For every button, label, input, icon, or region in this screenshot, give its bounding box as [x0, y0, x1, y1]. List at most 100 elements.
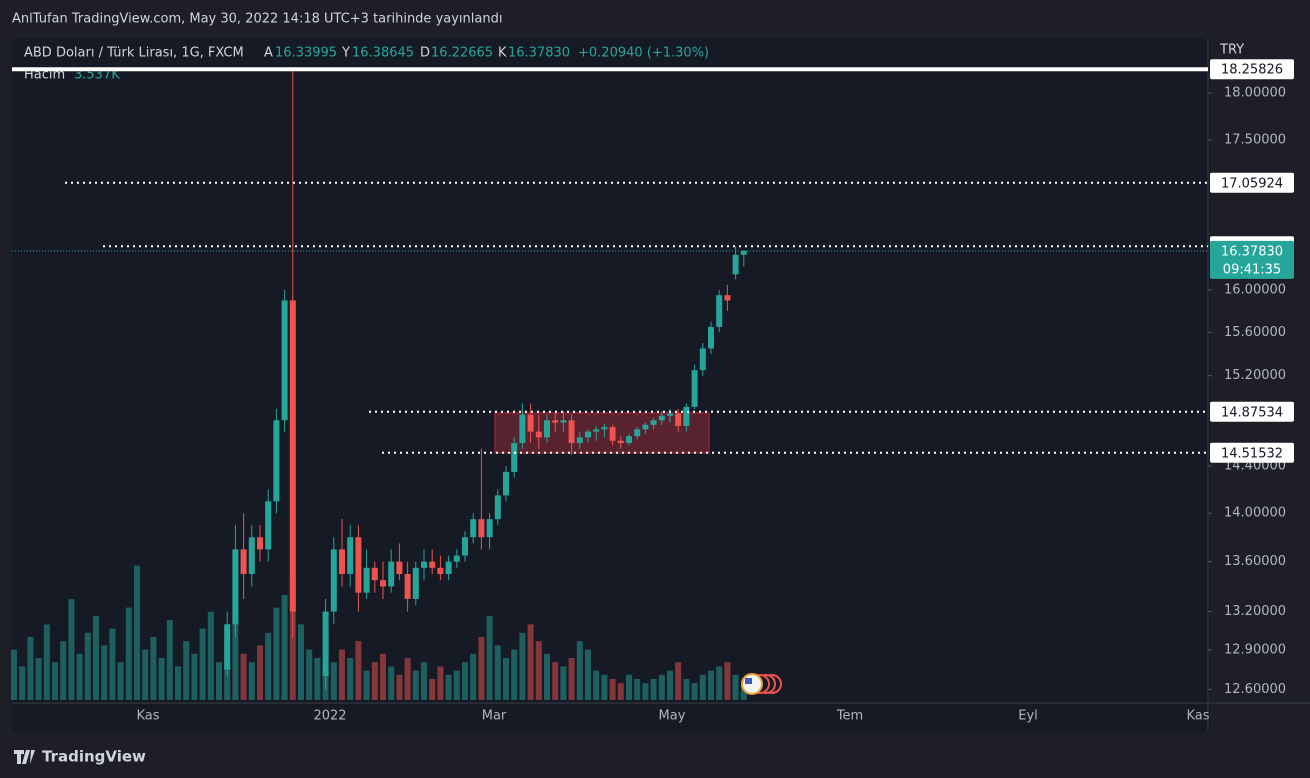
candle-body [330, 549, 337, 612]
volume-bar [273, 607, 280, 700]
volume-bar [101, 645, 108, 700]
candle-body [708, 326, 714, 349]
volume-bar [634, 679, 641, 700]
candle-body [445, 561, 452, 575]
y-tick-label: 13.60000 [1224, 554, 1286, 569]
volume-bar [371, 662, 378, 700]
volume-bar [699, 674, 706, 700]
legend-value: 16.38645 [352, 46, 414, 61]
volume-bar [552, 662, 559, 700]
candle-body [240, 549, 247, 575]
volume-bar [601, 674, 608, 700]
x-tick-label: Kas [1186, 709, 1209, 724]
candle-body [371, 567, 378, 581]
volume-bar [175, 666, 181, 700]
volume-label: Hacim [24, 68, 65, 83]
volume-bar [396, 674, 403, 700]
candle-body [568, 420, 575, 444]
candle-body [281, 300, 288, 421]
candle-body [503, 471, 509, 496]
volume-bar [675, 662, 682, 700]
y-tick-label: 14.00000 [1224, 506, 1286, 521]
volume-bar [412, 670, 419, 700]
volume-bar [642, 683, 649, 700]
legend-label: D [420, 46, 430, 61]
candle-body [355, 537, 362, 593]
volume-bar [109, 628, 116, 700]
level-label-box [1210, 401, 1294, 422]
candle-body [691, 370, 698, 407]
candle-body [650, 420, 657, 425]
volume-bar [248, 662, 255, 700]
x-tick-label: 2022 [313, 709, 346, 724]
last-price-label: 16.37830 [1221, 244, 1283, 259]
flag-part [745, 678, 752, 684]
volume-bar [658, 674, 665, 700]
candle-body [257, 537, 263, 550]
volume-bar [740, 685, 747, 700]
candle-body [486, 519, 493, 538]
volume-bar [732, 674, 739, 700]
candle-body [322, 611, 329, 677]
volume-bar [437, 666, 444, 700]
candle-body [535, 431, 542, 438]
candle-body [667, 413, 673, 416]
candle-body [617, 440, 624, 444]
event-icon [741, 673, 782, 695]
candle-body [232, 549, 239, 625]
footer: TradingView [42, 748, 146, 766]
candle-body [494, 495, 501, 520]
y-tick-label: 16.00000 [1224, 282, 1286, 297]
candle-body [716, 295, 723, 327]
volume-bar [650, 679, 657, 700]
candle-body [585, 431, 591, 438]
volume-bar [68, 599, 75, 700]
level-label-box [1210, 59, 1294, 80]
volume-bar [35, 658, 42, 700]
volume-bar [462, 662, 468, 700]
volume-bar [76, 653, 83, 700]
candle-body [388, 561, 395, 587]
candle-body [380, 580, 386, 587]
level-label: 17.05924 [1221, 176, 1283, 191]
volume-value: 3.537K [74, 68, 120, 83]
volume-bar [535, 641, 542, 700]
header: AnlTufan TradingView.com, May 30, 2022 1… [12, 12, 502, 27]
volume-bar [199, 628, 206, 700]
volume-bar [158, 658, 165, 700]
level-label-box [1210, 172, 1294, 193]
volume-bar [93, 616, 99, 700]
volume-bar [691, 683, 698, 700]
x-tick-label: Tem [836, 709, 863, 724]
legend-label: A [264, 46, 273, 61]
last-price-box [1210, 240, 1294, 279]
volume-bar [593, 670, 600, 700]
candle-body [265, 501, 272, 550]
logo-icon [14, 750, 35, 764]
candle-body [224, 624, 231, 670]
volume-bar [43, 624, 50, 700]
candle-body [462, 537, 468, 556]
candle-body [740, 250, 747, 255]
legend-label: K [498, 46, 507, 61]
volume-bar [257, 645, 263, 700]
candle-body [609, 427, 616, 441]
candle-body [273, 420, 280, 502]
legend-value: 16.22665 [431, 46, 493, 61]
volume-bar [388, 666, 395, 700]
candle-body [347, 537, 354, 575]
volume-bar [347, 658, 354, 700]
volume-bar [527, 624, 534, 700]
volume-bar [232, 616, 239, 700]
legend: ABD Doları / Türk Lirası, 1G, FXCM A 16.… [24, 46, 709, 83]
y-tick-label: 17.50000 [1224, 133, 1286, 148]
volume-bar [519, 632, 526, 700]
volume-bar [544, 653, 550, 700]
volume-bar [142, 649, 149, 700]
volume-bar [626, 674, 632, 700]
legend-change: +0.20940 (+1.30%) [578, 46, 709, 61]
candle-body [552, 420, 559, 423]
volume-bar [568, 658, 575, 700]
